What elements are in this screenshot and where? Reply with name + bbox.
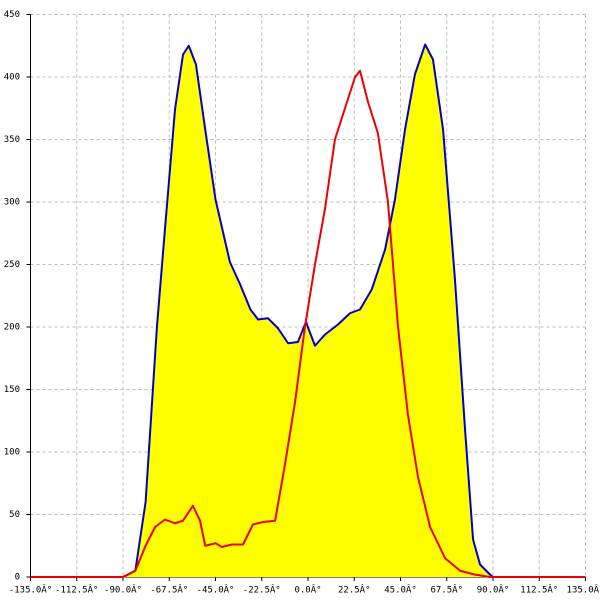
y-tick-label: 150 (4, 385, 20, 395)
x-tick-label: 67.5Â° (430, 584, 463, 596)
x-tick-label: -112.5Â° (55, 584, 98, 596)
y-tick-label: 250 (4, 260, 20, 270)
x-tick-label: -135.0Â° (9, 584, 52, 596)
y-tick-label: 100 (4, 448, 20, 458)
y-tick-label: 350 (4, 135, 20, 145)
x-tick-label: 90.0Â° (477, 584, 510, 596)
x-tick-label: 22.5Â° (338, 584, 371, 596)
y-tick-label: 450 (4, 10, 20, 20)
x-tick-label: 135.0Â° (567, 584, 600, 596)
x-tick-label: -90.0Â° (104, 584, 142, 596)
x-tick-label: -45.0Â° (197, 584, 235, 596)
y-tick-label: 50 (9, 510, 20, 520)
x-tick-label: 45.0Â° (384, 584, 417, 596)
x-tick-label: 0.0Â° (294, 584, 321, 596)
line (30, 69, 586, 578)
x-tick-label: -22.5Â° (243, 584, 281, 596)
y-tick-label: 0 (15, 573, 20, 583)
x-tick-label: -67.5Â° (150, 584, 188, 596)
y-tick-label: 300 (4, 198, 20, 208)
x-tick-label: 112.5Â° (520, 584, 558, 596)
y-tick-label: 200 (4, 323, 20, 333)
y-tick-label: 400 (4, 73, 20, 83)
